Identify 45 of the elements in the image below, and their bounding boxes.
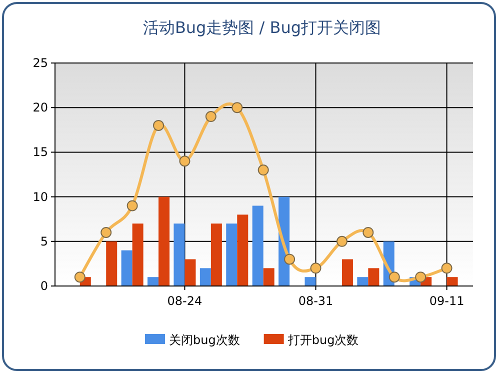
- point: [126, 200, 138, 212]
- point: [232, 102, 243, 114]
- bar: [252, 206, 264, 286]
- y-tick-label: 25: [32, 56, 48, 70]
- bar: [342, 259, 353, 286]
- bar: [368, 268, 380, 286]
- point: [415, 272, 426, 283]
- bar: [132, 224, 144, 286]
- point: [74, 272, 86, 283]
- y-tick-label: 5: [40, 234, 48, 248]
- point: [310, 262, 322, 274]
- y-tick-label: 0: [40, 279, 48, 293]
- bar: [237, 214, 248, 286]
- point: [179, 156, 190, 167]
- bar: [174, 224, 185, 286]
- point: [441, 262, 452, 274]
- bar: [184, 259, 196, 286]
- point: [258, 164, 269, 176]
- legend-label: 关闭bug次数: [169, 333, 240, 347]
- bar: [263, 268, 274, 286]
- point: [205, 111, 216, 122]
- chart-title: 活动Bug走势图 / Bug打开关闭图: [142, 18, 382, 37]
- y-tick-label: 20: [32, 100, 48, 115]
- bar: [226, 224, 238, 286]
- bar: [106, 241, 118, 286]
- y-tick-label: 15: [32, 145, 48, 160]
- point: [100, 226, 112, 238]
- legend-label: 打开bug次数: [286, 333, 359, 347]
- x-tick-label: 09-11: [429, 294, 464, 308]
- bar: [200, 268, 211, 286]
- bar: [148, 277, 159, 286]
- point: [388, 272, 400, 283]
- point: [284, 254, 296, 265]
- y-tick-label: 10: [32, 190, 48, 204]
- point: [153, 120, 164, 131]
- bar: [304, 277, 316, 286]
- x-tick-label: 08-24: [167, 294, 202, 308]
- point: [336, 236, 348, 247]
- bar: [210, 224, 222, 286]
- bar: [357, 277, 368, 286]
- bar: [446, 277, 458, 286]
- x-tick-label: 08-31: [298, 294, 334, 308]
- bar: [158, 196, 170, 286]
- bar: [121, 250, 132, 286]
- point: [362, 226, 374, 238]
